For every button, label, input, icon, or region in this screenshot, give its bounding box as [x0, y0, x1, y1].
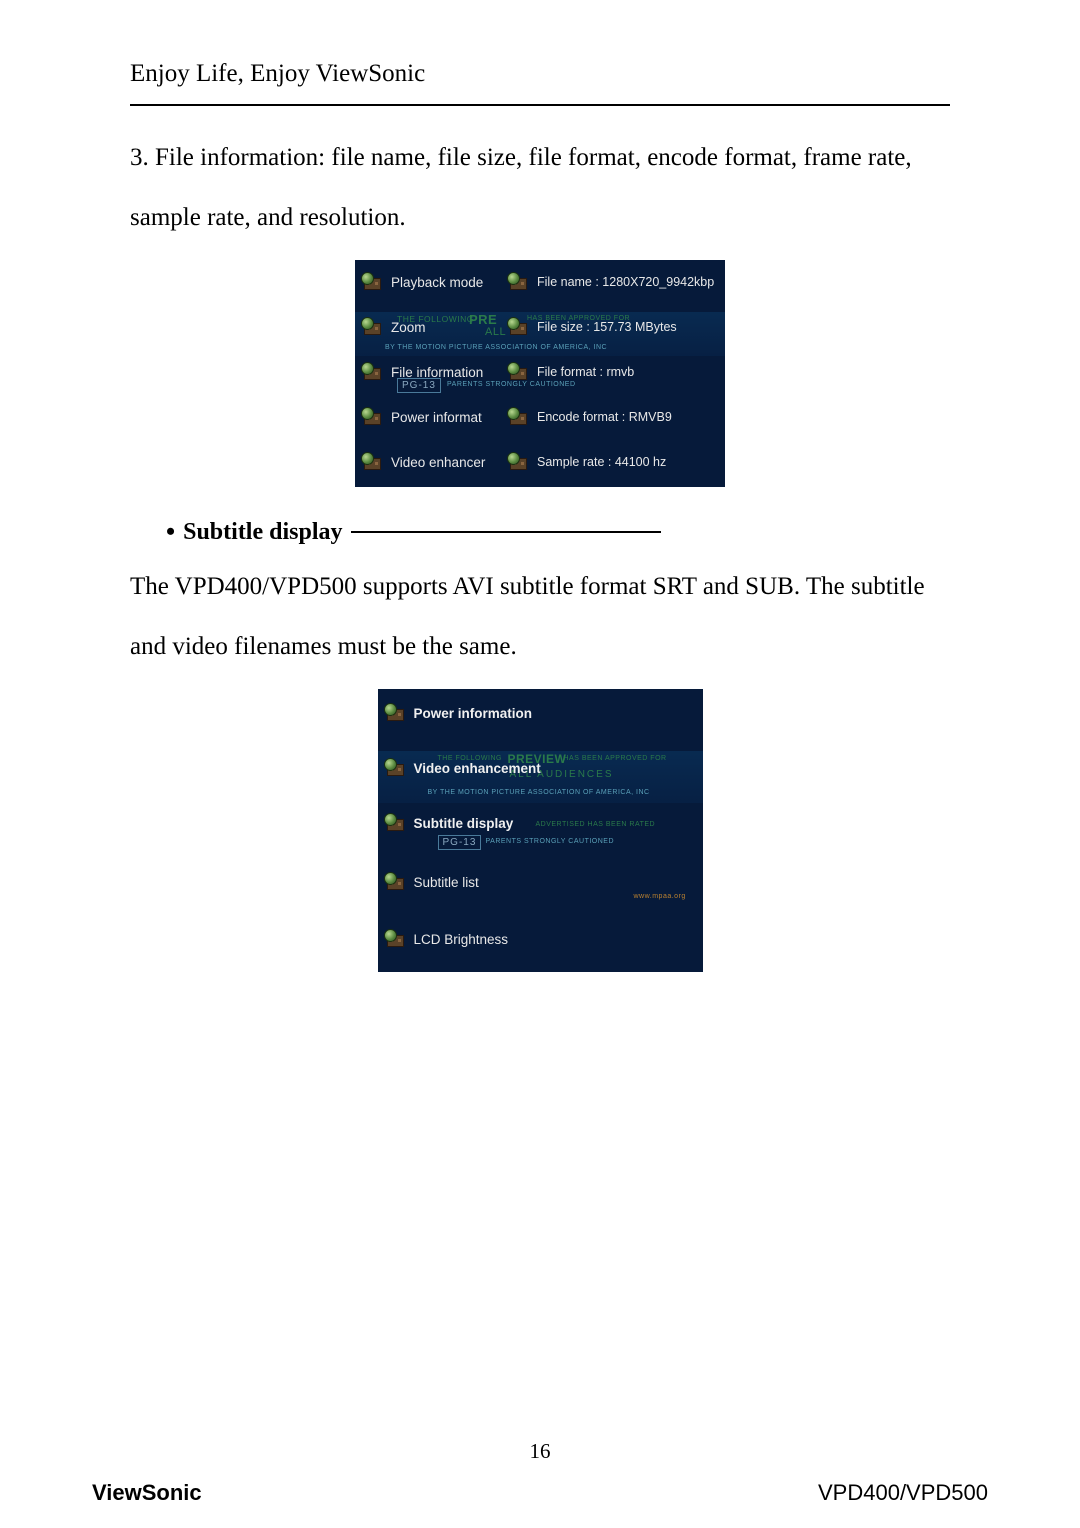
screenshot-file-information: THE FOLLOWING PRE HAS BEEN APPROVED FOR …: [355, 260, 725, 487]
menu-icon: [507, 362, 529, 382]
menu-label-file-information: File information: [391, 365, 483, 380]
paragraph-subtitle-display: The VPD400/VPD500 supports AVI subtitle …: [130, 557, 950, 677]
menu-value-file-name: File name : 1280X720_9942kbp: [537, 275, 714, 289]
menu-label-video-enhancer: Video enhancer: [391, 455, 485, 470]
menu-icon: [384, 758, 406, 778]
menu-icon: [384, 929, 406, 949]
bg-text: www.mpaa.org: [634, 893, 686, 900]
menu-icon: [361, 407, 383, 427]
menu-icon: [384, 703, 406, 723]
menu-item-video-enhancement[interactable]: Video enhancement: [414, 761, 541, 776]
menu-label-zoom: Zoom: [391, 320, 426, 335]
menu-icon: [361, 452, 383, 472]
menu-value-encode-format: Encode format : RMVB9: [537, 410, 672, 424]
menu-icon: [361, 272, 383, 292]
menu-icon: [361, 317, 383, 337]
bullet-icon: •: [166, 517, 175, 547]
page-header: Enjoy Life, Enjoy ViewSonic: [130, 60, 950, 106]
screenshot-subtitle-menu: THE FOLLOWING PREVIEW HAS BEEN APPROVED …: [378, 689, 703, 972]
menu-icon: [361, 362, 383, 382]
menu-icon: [507, 317, 529, 337]
bg-text: PARENTS STRONGLY CAUTIONED: [486, 838, 615, 845]
menu-icon: [507, 407, 529, 427]
bg-text: BY THE MOTION PICTURE ASSOCIATION OF AME…: [385, 344, 607, 351]
page-number: 16: [0, 1439, 1080, 1464]
menu-value-file-format: File format : rmvb: [537, 365, 634, 379]
footer-brand: ViewSonic: [92, 1480, 202, 1506]
menu-icon: [507, 452, 529, 472]
menu-item-subtitle-list[interactable]: Subtitle list: [414, 875, 479, 890]
bg-text: BY THE MOTION PICTURE ASSOCIATION OF AME…: [428, 789, 650, 796]
bg-text: PARENTS STRONGLY CAUTIONED: [447, 381, 576, 388]
heading-rule: [351, 531, 661, 533]
section-heading-subtitle-display: • Subtitle display: [166, 517, 950, 547]
menu-icon: [384, 813, 406, 833]
menu-value-file-size: File size : 157.73 MBytes: [537, 320, 677, 334]
menu-icon: [384, 872, 406, 892]
footer: ViewSonic VPD400/VPD500: [92, 1480, 988, 1506]
menu-item-lcd-brightness[interactable]: LCD Brightness: [414, 932, 509, 947]
menu-item-power-information[interactable]: Power information: [414, 706, 533, 721]
menu-label-power-informat: Power informat: [391, 410, 482, 425]
menu-item-subtitle-display[interactable]: Subtitle display: [414, 816, 514, 831]
menu-value-sample-rate: Sample rate : 44100 hz: [537, 455, 666, 469]
paragraph-file-information: 3. File information: file name, file siz…: [130, 128, 950, 248]
section-heading-text: Subtitle display: [183, 519, 342, 546]
bg-rating-box: PG-13: [438, 835, 482, 850]
menu-icon: [507, 272, 529, 292]
menu-label-playback-mode: Playback mode: [391, 275, 483, 290]
footer-model: VPD400/VPD500: [818, 1480, 988, 1506]
